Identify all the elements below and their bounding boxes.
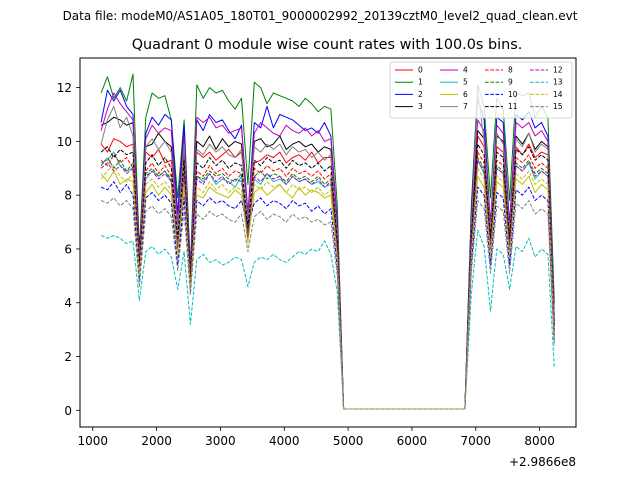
y-tick-label: 2 (64, 350, 72, 364)
series-line-13 (100, 229, 555, 410)
x-tick-label: 7000 (461, 434, 492, 448)
series-line-10 (100, 181, 555, 410)
legend-label-5: 5 (463, 78, 468, 87)
legend-label-13: 13 (553, 78, 563, 87)
y-tick-label: 12 (57, 81, 72, 95)
y-tick-label: 10 (57, 135, 72, 149)
legend-label-1: 1 (418, 78, 423, 87)
series-line-4 (100, 92, 555, 410)
chart-title: Quadrant 0 module wise count rates with … (132, 37, 523, 53)
x-tick-label: 4000 (269, 434, 300, 448)
x-tick-label: 8000 (524, 434, 555, 448)
series-line-15 (100, 197, 555, 410)
y-tick-label: 0 (64, 404, 72, 418)
legend-label-12: 12 (553, 66, 563, 75)
legend-label-6: 6 (463, 90, 468, 99)
legend-label-0: 0 (418, 66, 423, 75)
x-tick-label: 6000 (397, 434, 428, 448)
legend-box (389, 61, 573, 119)
x-offset-label: +2.9866e8 (509, 455, 576, 469)
legend-label-9: 9 (508, 78, 513, 87)
x-tick-label: 5000 (333, 434, 364, 448)
series-line-14 (100, 165, 555, 410)
x-tick-label: 2000 (141, 434, 172, 448)
plot-area (79, 57, 577, 428)
legend-label-3: 3 (418, 102, 423, 111)
legend-label-14: 14 (553, 90, 563, 99)
x-tick-label: 1000 (77, 434, 108, 448)
legend-label-7: 7 (463, 102, 468, 111)
series-line-12 (100, 159, 555, 410)
legend-label-4: 4 (463, 66, 468, 75)
y-axis: 0 2 4 6 8 10 12 (57, 81, 80, 418)
y-tick-label: 6 (64, 242, 72, 256)
y-tick-label: 8 (64, 189, 72, 203)
x-tick-label: 3000 (205, 434, 236, 448)
legend-label-15: 15 (553, 102, 563, 111)
series-line-8 (100, 151, 555, 410)
x-axis: 1000 2000 3000 4000 5000 6000 7000 8000 (77, 427, 555, 448)
legend-label-2: 2 (418, 90, 423, 99)
legend-label-11: 11 (508, 102, 518, 111)
series-line-9 (100, 157, 555, 410)
series-line-11 (100, 143, 555, 410)
series-line-6 (100, 170, 555, 410)
y-tick-label: 4 (64, 296, 72, 310)
axes-frame (79, 57, 577, 428)
legend-label-10: 10 (508, 90, 518, 99)
figure-suptitle: Data file: modeM0/AS1A05_180T01_90000029… (63, 9, 578, 23)
legend-label-8: 8 (508, 66, 513, 75)
